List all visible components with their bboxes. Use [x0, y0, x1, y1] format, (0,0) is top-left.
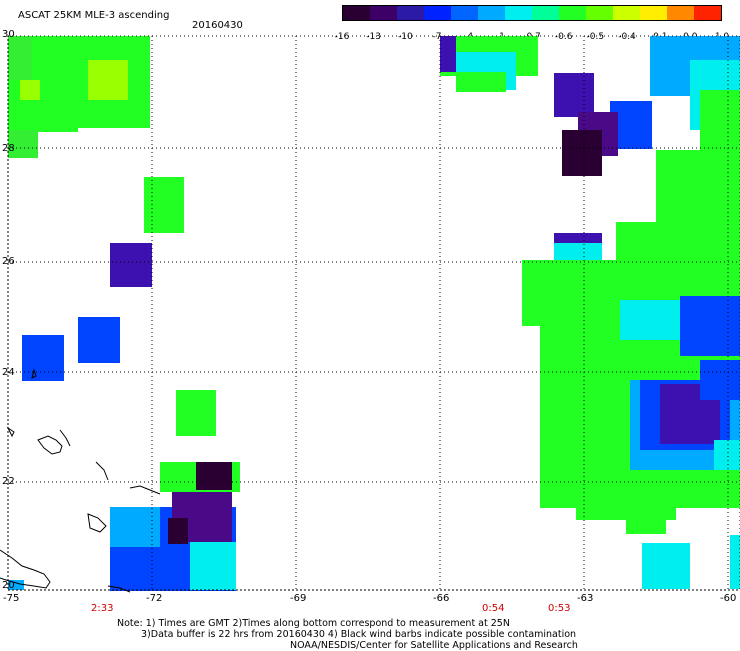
colorbar-segment	[694, 6, 721, 20]
map-title: ASCAT 25KM MLE-3 ascending	[18, 10, 170, 21]
colorbar-tick-label: -13	[366, 32, 382, 42]
colorbar-segment	[478, 6, 505, 20]
swath-cell	[554, 73, 594, 117]
colorbar-tick-label: -0.6	[554, 32, 573, 42]
colorbar-segment	[424, 6, 451, 20]
coastline-small2	[31, 368, 37, 379]
colorbar-tick-label: -0.5	[586, 32, 605, 42]
coastline-eleuthera	[59, 429, 71, 447]
lat-label-24: 24	[2, 367, 15, 378]
coastline-hispaniola	[107, 585, 131, 593]
map-frame	[7, 35, 740, 591]
lat-label-22: 22	[2, 476, 15, 487]
colorbar-segment	[505, 6, 532, 20]
pass-time-3: 0:53	[548, 603, 571, 614]
colorbar-segment	[451, 6, 478, 20]
colorbar-segment	[613, 6, 640, 20]
wind-swaths	[8, 36, 740, 591]
swath-cell	[8, 36, 32, 80]
map-grid	[7, 35, 740, 591]
coastline-caicos	[129, 485, 161, 495]
coastline-andros	[37, 435, 63, 455]
colorbar-segment	[343, 6, 370, 20]
swath-cell	[176, 390, 216, 436]
swath-cell	[8, 100, 78, 132]
lon-label-72: -72	[146, 593, 163, 604]
lon-label-60: -60	[720, 593, 737, 604]
lon-label-75: -75	[3, 593, 20, 604]
swath-cell	[190, 542, 236, 590]
pass-time-1: 2:33	[91, 603, 114, 614]
swath-cell	[8, 130, 38, 158]
swath-cell	[626, 500, 666, 534]
note-line-1: Note: 1) Times are GMT 2)Times along bot…	[117, 618, 510, 629]
lat-label-20: 20	[2, 580, 15, 591]
colorbar-segment	[586, 6, 613, 20]
colorbar-segment	[640, 6, 667, 20]
colorbar-tick-label: -10	[397, 32, 413, 42]
swath-cell	[440, 36, 456, 72]
swath-cell	[714, 440, 740, 470]
swath-cell	[8, 580, 24, 590]
colorbar-tick-label: -0.4	[618, 32, 636, 42]
swath-cell	[456, 72, 506, 92]
swath-cell	[144, 177, 184, 233]
swath-cell	[730, 535, 740, 589]
map-date: 20160430	[192, 20, 243, 31]
swath-cell	[196, 462, 232, 490]
swath-cell	[680, 296, 740, 356]
colorbar-segment	[397, 6, 424, 20]
coastlines	[0, 368, 161, 593]
coastline-small1	[6, 426, 15, 438]
colorbar-segment	[559, 6, 586, 20]
colorbar-segment	[370, 6, 397, 20]
swath-cell	[700, 360, 740, 400]
lon-label-69: -69	[290, 593, 307, 604]
coastline-inagua	[87, 513, 107, 533]
swath-cell	[78, 317, 120, 363]
lon-label-63: -63	[577, 593, 594, 604]
colorbar-strip	[342, 5, 722, 21]
swath-cell	[554, 233, 602, 243]
pass-time-2: 0:54	[482, 603, 505, 614]
lat-label-30: 30	[2, 29, 15, 40]
swath-cell	[642, 543, 690, 589]
colorbar-tick-label: -16	[334, 32, 350, 42]
colorbar-segment	[532, 6, 559, 20]
coastline-long-island	[95, 461, 109, 481]
note-line-3: NOAA/NESDIS/Center for Satellite Applica…	[290, 640, 578, 651]
lat-label-26: 26	[2, 256, 15, 267]
swath-cell	[20, 80, 40, 100]
note-line-2: 3)Data buffer is 22 hrs from 20160430 4)…	[141, 629, 577, 640]
swath-cell	[22, 335, 64, 381]
lat-label-28: 28	[2, 143, 15, 154]
colorbar-tick-label: -7	[432, 32, 442, 42]
lon-label-66: -66	[433, 593, 450, 604]
swath-cell	[88, 60, 128, 100]
swath-cell	[168, 518, 188, 544]
colorbar-segment	[667, 6, 694, 20]
coastline-cuba	[0, 549, 51, 589]
swath-cell	[562, 130, 602, 176]
swath-cell	[110, 243, 152, 287]
